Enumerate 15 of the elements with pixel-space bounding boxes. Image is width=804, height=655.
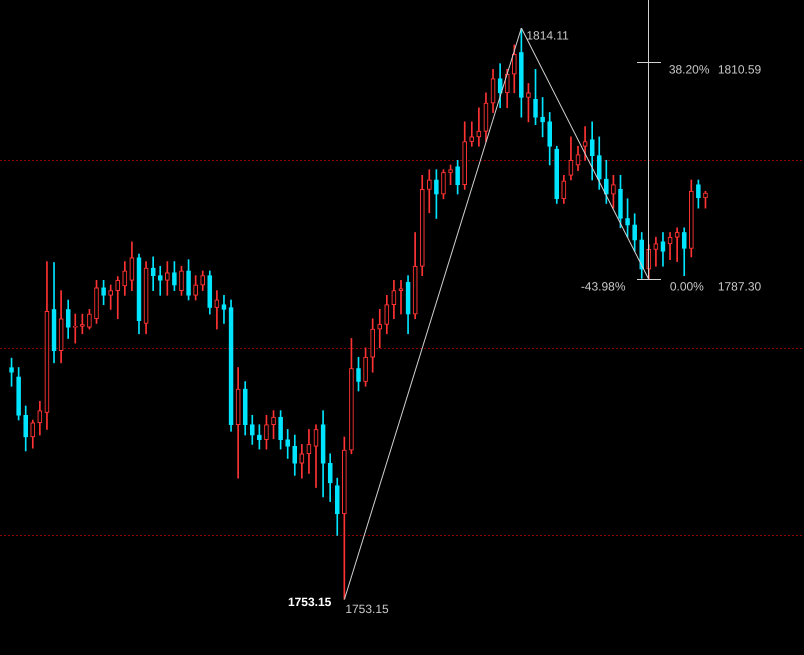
annotation: 1814.11 [526, 28, 570, 42]
candlestick [9, 358, 14, 387]
candlestick [668, 232, 672, 260]
text: 1753.15 [345, 602, 390, 616]
annotation: 0.00% [670, 280, 704, 294]
annotation: -43.98% [580, 280, 626, 294]
candlestick [526, 83, 531, 122]
annotation: 38.20% [668, 62, 710, 76]
candlestick [448, 164, 453, 186]
text: 1787.30 [718, 280, 762, 294]
text: 1810.59 [718, 62, 762, 76]
candlestick [625, 198, 630, 238]
candlestick [306, 429, 312, 474]
candlestick [222, 295, 226, 324]
annotation: 1753.15 [288, 594, 332, 609]
